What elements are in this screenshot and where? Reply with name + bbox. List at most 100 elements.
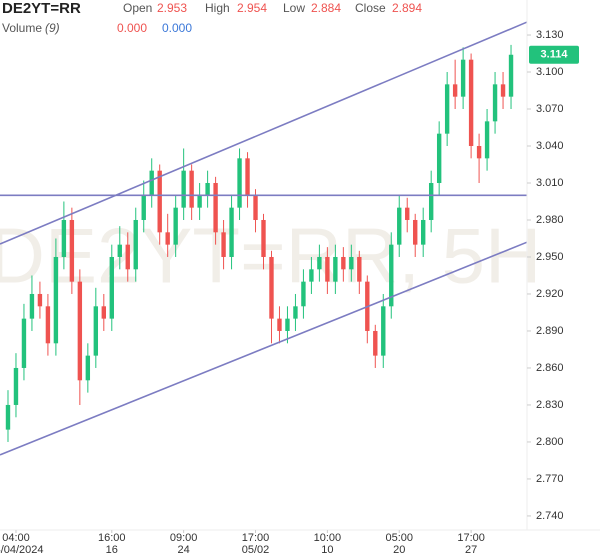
candle-body bbox=[197, 195, 202, 208]
candle-body bbox=[341, 256, 346, 270]
plot-area bbox=[0, 21, 528, 456]
x-tick-label: 09:00 bbox=[170, 532, 198, 544]
candle-body bbox=[428, 182, 434, 220]
candle-body bbox=[333, 256, 338, 282]
candle-body bbox=[317, 256, 322, 270]
candle-body bbox=[109, 256, 114, 319]
open-label: Open bbox=[123, 1, 152, 15]
candle-body bbox=[349, 256, 354, 270]
x-tick-sublabel: 10 bbox=[321, 544, 333, 556]
candle-body bbox=[421, 219, 426, 245]
x-tick-sublabel: 27 bbox=[465, 544, 477, 556]
candle-body bbox=[221, 232, 226, 257]
y-tick-label: 2.980 bbox=[536, 214, 564, 226]
y-tick-label: 2.830 bbox=[536, 399, 564, 411]
candle-body bbox=[61, 219, 67, 257]
y-tick-label: 3.100 bbox=[536, 66, 564, 78]
candle-body bbox=[45, 306, 51, 344]
candle-body bbox=[261, 219, 266, 257]
candle-body bbox=[452, 84, 458, 97]
candle-body bbox=[508, 54, 514, 97]
y-tick-label: 2.770 bbox=[536, 473, 564, 485]
candle-body bbox=[181, 170, 186, 208]
candle-body bbox=[229, 207, 234, 257]
x-tick-label: 04:00 bbox=[2, 532, 30, 544]
x-tick-sublabel: 20 bbox=[393, 544, 405, 556]
close-label: Close bbox=[355, 1, 386, 15]
candle-body bbox=[309, 269, 314, 282]
x-tick-label: 17:00 bbox=[242, 532, 270, 544]
candle-body bbox=[101, 306, 106, 319]
volume-period: (9) bbox=[45, 21, 60, 35]
x-tick-sublabel: 24 bbox=[178, 544, 190, 556]
low-label: Low bbox=[283, 1, 305, 15]
x-tick-sublabel: 04/04/2024 bbox=[0, 544, 44, 556]
candle-body bbox=[205, 182, 210, 196]
candle-body bbox=[436, 133, 442, 183]
volume-value: 0.000 bbox=[117, 21, 147, 35]
x-tick-label: 10:00 bbox=[314, 532, 342, 544]
candle-body bbox=[85, 355, 91, 381]
candle-body bbox=[165, 232, 170, 245]
candle-body bbox=[173, 207, 178, 245]
candle-body bbox=[405, 207, 410, 220]
candle-body bbox=[325, 256, 330, 282]
y-tick-label: 2.950 bbox=[536, 251, 564, 263]
candle-body bbox=[460, 59, 466, 97]
candle-body bbox=[117, 244, 122, 257]
y-tick-label: 2.920 bbox=[536, 288, 564, 300]
last-price-label: 3.114 bbox=[541, 49, 569, 61]
candle-body bbox=[141, 195, 146, 220]
candle-body bbox=[476, 146, 482, 159]
candle-body bbox=[500, 84, 506, 97]
candle-body bbox=[189, 170, 194, 208]
last-price-box bbox=[529, 45, 579, 64]
candle-body bbox=[301, 281, 306, 307]
high-value: 2.954 bbox=[237, 1, 267, 15]
candle-body bbox=[245, 158, 250, 196]
y-tick-label: 3.070 bbox=[536, 103, 564, 115]
x-tick-sublabel: 05/02 bbox=[242, 544, 270, 556]
candle-body bbox=[492, 84, 498, 122]
candle-body bbox=[237, 158, 242, 208]
x-tick-label: 16:00 bbox=[98, 532, 126, 544]
low-value: 2.884 bbox=[311, 1, 341, 15]
x-tick-label: 05:00 bbox=[385, 532, 413, 544]
candle-body bbox=[253, 195, 258, 220]
x-tick-label: 17:00 bbox=[457, 532, 485, 544]
close-value: 2.894 bbox=[392, 1, 422, 15]
candle-body bbox=[444, 84, 450, 134]
high-label: High bbox=[205, 1, 230, 15]
candle-body bbox=[468, 59, 474, 147]
candle-body bbox=[277, 318, 282, 331]
candle-body bbox=[285, 318, 290, 331]
open-value: 2.953 bbox=[157, 1, 187, 15]
y-tick-label: 3.040 bbox=[536, 140, 564, 152]
y-tick-label: 2.800 bbox=[536, 436, 564, 448]
volume-value: 0.000 bbox=[162, 21, 192, 35]
trend-line bbox=[0, 241, 528, 456]
candle-body bbox=[484, 121, 490, 159]
candle-body bbox=[53, 256, 59, 344]
candle-body bbox=[413, 219, 418, 245]
candle-body bbox=[397, 207, 402, 245]
y-tick-label: 2.890 bbox=[536, 325, 564, 337]
candle-body bbox=[93, 306, 99, 356]
y-tick-label: 3.010 bbox=[536, 177, 564, 189]
candle-body bbox=[157, 170, 162, 233]
candle-body bbox=[77, 281, 83, 381]
y-tick-label: 2.860 bbox=[536, 362, 564, 374]
candle-body bbox=[357, 256, 362, 282]
trend-line bbox=[0, 21, 528, 245]
symbol: DE2YT=RR bbox=[2, 0, 81, 17]
candle-body bbox=[381, 306, 386, 356]
candle-body bbox=[269, 256, 274, 319]
volume-label: Volume bbox=[2, 21, 42, 35]
y-tick-label: 3.130 bbox=[536, 29, 564, 41]
y-tick-label: 2.740 bbox=[536, 510, 564, 522]
candle-body bbox=[213, 182, 218, 233]
candle-body bbox=[293, 306, 298, 319]
